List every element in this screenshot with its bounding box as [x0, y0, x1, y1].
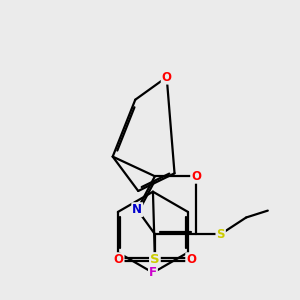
Text: O: O: [162, 70, 172, 84]
Text: S: S: [216, 228, 225, 241]
Text: S: S: [150, 253, 160, 266]
Text: F: F: [149, 266, 157, 279]
Text: O: O: [114, 253, 124, 266]
Text: O: O: [186, 253, 196, 266]
Text: O: O: [191, 170, 201, 183]
Text: N: N: [132, 203, 142, 216]
